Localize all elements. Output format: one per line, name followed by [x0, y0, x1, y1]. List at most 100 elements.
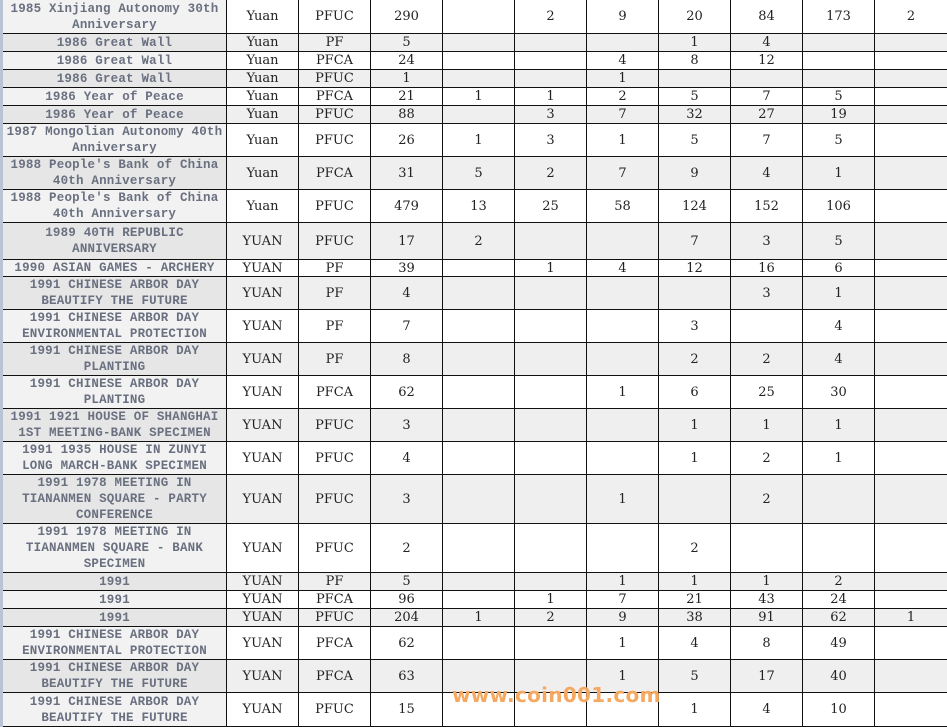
grade-count-cell: 2	[803, 573, 875, 591]
grade-count-cell: 1	[659, 409, 731, 442]
coin-name-cell: 1991 CHINESE ARBOR DAY ENVIRONMENTAL PRO…	[2, 627, 227, 660]
unit-cell: YUAN	[227, 277, 299, 310]
total-cell: 62	[371, 627, 443, 660]
coin-name-cell: 1989 40TH REPUBLIC ANNIVERSARY	[2, 223, 227, 260]
grade-count-cell: 1	[659, 693, 731, 727]
grade-count-cell: 1	[803, 409, 875, 442]
grade-type-cell: PFCA	[299, 376, 371, 409]
total-cell: 31	[371, 157, 443, 190]
table-row: 1991 CHINESE ARBOR DAY BEAUTIFY THE FUTU…	[2, 277, 947, 310]
grade-count-cell: 5	[803, 223, 875, 260]
grade-count-cell	[875, 277, 947, 310]
unit-cell: YUAN	[227, 524, 299, 573]
grade-count-cell: 38	[659, 609, 731, 627]
total-cell: 1	[371, 70, 443, 88]
grade-type-cell: PFUC	[299, 70, 371, 88]
grade-count-cell	[875, 52, 947, 70]
grade-count-cell: 1	[587, 475, 659, 524]
unit-cell: Yuan	[227, 106, 299, 124]
grade-count-cell	[443, 627, 515, 660]
grade-count-cell: 5	[803, 124, 875, 157]
grade-count-cell	[443, 106, 515, 124]
grade-type-cell: PFCA	[299, 157, 371, 190]
unit-cell: Yuan	[227, 0, 299, 34]
coin-name-cell: 1988 People's Bank of China 40th Anniver…	[2, 157, 227, 190]
coin-name-cell: 1991 CHINESE ARBOR DAY BEAUTIFY THE FUTU…	[2, 277, 227, 310]
grade-count-cell	[443, 310, 515, 343]
total-cell: 8	[371, 343, 443, 376]
grade-count-cell	[875, 524, 947, 573]
grade-type-cell: PFUC	[299, 524, 371, 573]
grade-count-cell: 1	[515, 260, 587, 277]
grade-count-cell: 91	[731, 609, 803, 627]
grade-count-cell: 17	[731, 660, 803, 693]
grade-count-cell: 32	[659, 106, 731, 124]
grade-count-cell: 40	[803, 660, 875, 693]
grade-type-cell: PFUC	[299, 124, 371, 157]
grade-count-cell	[587, 442, 659, 475]
grade-count-cell: 2	[515, 0, 587, 34]
grade-type-cell: PFUC	[299, 693, 371, 727]
grade-count-cell	[875, 591, 947, 609]
grade-type-cell: PFUC	[299, 442, 371, 475]
grade-count-cell	[515, 34, 587, 52]
grade-count-cell: 5	[659, 660, 731, 693]
grade-count-cell	[443, 34, 515, 52]
grade-type-cell: PF	[299, 34, 371, 52]
grade-count-cell: 2	[515, 609, 587, 627]
grade-count-cell	[515, 475, 587, 524]
coin-name-cell: 1991 1935 HOUSE IN ZUNYI LONG MARCH-BANK…	[2, 442, 227, 475]
grade-count-cell	[443, 591, 515, 609]
total-cell: 204	[371, 609, 443, 627]
grade-count-cell	[443, 277, 515, 310]
grade-count-cell	[587, 409, 659, 442]
grade-count-cell	[443, 0, 515, 34]
grade-count-cell	[659, 277, 731, 310]
grade-count-cell	[875, 310, 947, 343]
unit-cell: YUAN	[227, 573, 299, 591]
grade-count-cell: 24	[803, 591, 875, 609]
grade-count-cell: 1	[731, 573, 803, 591]
total-cell: 3	[371, 409, 443, 442]
table-row: 1991 1978 MEETING IN TIANANMEN SQUARE - …	[2, 475, 947, 524]
grade-count-cell	[443, 70, 515, 88]
grade-count-cell: 49	[803, 627, 875, 660]
grade-count-cell	[875, 376, 947, 409]
unit-cell: Yuan	[227, 124, 299, 157]
grade-count-cell	[875, 106, 947, 124]
grade-count-cell	[875, 34, 947, 52]
grade-count-cell	[803, 524, 875, 573]
grade-count-cell: 5	[443, 157, 515, 190]
grade-count-cell: 1	[443, 124, 515, 157]
grade-count-cell: 2	[731, 442, 803, 475]
grade-type-cell: PFUC	[299, 475, 371, 524]
grade-count-cell	[515, 409, 587, 442]
grade-count-cell: 84	[731, 0, 803, 34]
grade-count-cell: 6	[659, 376, 731, 409]
coin-name-cell: 1991 1978 MEETING IN TIANANMEN SQUARE - …	[2, 475, 227, 524]
grade-count-cell	[875, 660, 947, 693]
grade-count-cell: 4	[803, 343, 875, 376]
coin-name-cell: 1986 Year of Peace	[2, 106, 227, 124]
grade-count-cell: 19	[803, 106, 875, 124]
grade-count-cell: 4	[731, 693, 803, 727]
grade-type-cell: PFUC	[299, 223, 371, 260]
grade-count-cell: 13	[443, 190, 515, 223]
unit-cell: YUAN	[227, 693, 299, 727]
grade-count-cell: 3	[731, 223, 803, 260]
grade-count-cell: 7	[587, 157, 659, 190]
total-cell: 88	[371, 106, 443, 124]
grade-count-cell: 2	[515, 157, 587, 190]
grade-count-cell	[515, 52, 587, 70]
grade-count-cell	[443, 524, 515, 573]
total-cell: 290	[371, 0, 443, 34]
total-cell: 479	[371, 190, 443, 223]
grade-count-cell	[875, 409, 947, 442]
coin-name-cell: 1986 Year of Peace	[2, 88, 227, 106]
grade-count-cell: 1	[803, 442, 875, 475]
grade-count-cell: 173	[803, 0, 875, 34]
